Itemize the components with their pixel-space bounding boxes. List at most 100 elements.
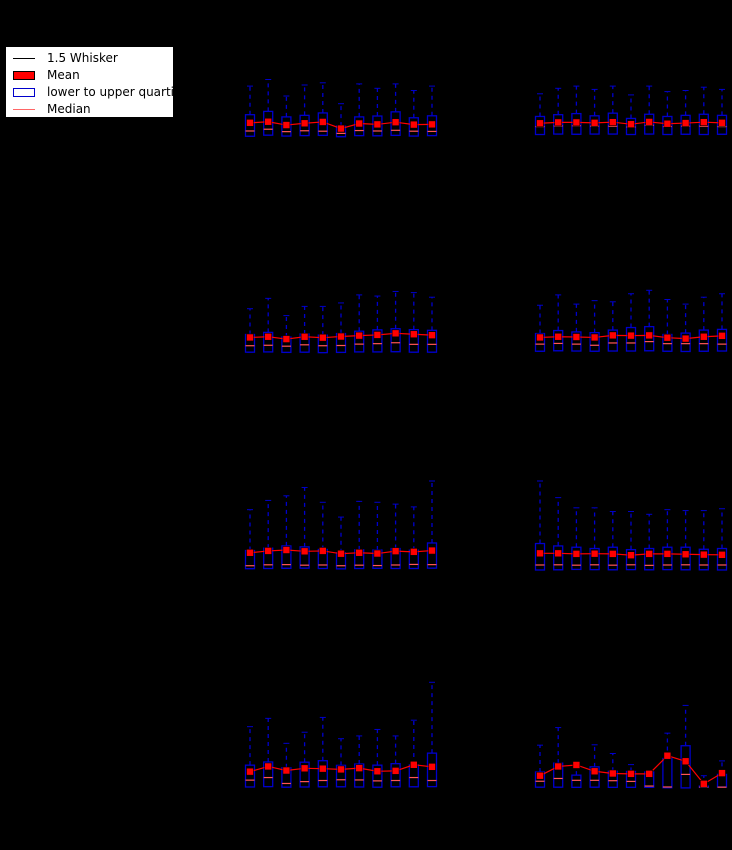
mean-marker [282,335,291,343]
legend-item-median: Median [11,101,91,117]
mean-marker [246,333,254,342]
quartile-swatch [11,86,37,98]
mean-marker [536,119,544,128]
mean-marker [663,751,672,760]
mean-marker [572,761,581,769]
mean-marker [681,757,690,766]
iqr-box [408,328,419,353]
iqr-box [299,546,310,569]
iqr-box [408,117,419,137]
iqr-box [317,760,328,788]
panel-row1-left [244,79,438,138]
legend-label: Mean [47,68,80,82]
mean-marker [554,332,563,341]
mean-marker [428,120,436,129]
iqr-box [534,542,546,571]
panel-row4-right [534,704,728,789]
mean-marker [318,333,327,342]
iqr-box [263,331,274,353]
panel-row3-left [244,480,438,570]
mean-marker [337,549,345,558]
mean-marker [409,120,418,129]
mean-marker [554,762,563,771]
iqr-box [607,329,618,352]
iqr-box [589,115,600,135]
iqr-box [263,110,274,136]
iqr-box [698,329,709,352]
mean-marker [355,764,364,772]
iqr-box [680,546,691,571]
iqr-box [299,761,310,788]
mean-marker [428,546,436,555]
iqr-box [534,115,546,136]
iqr-box [390,328,401,353]
mean-marker [645,331,654,340]
legend-label: 1.5 Whisker [47,51,118,65]
iqr-box [372,329,383,353]
mean-marker [318,764,327,773]
iqr-box [589,766,600,788]
mean-marker [282,546,291,554]
iqr-box [426,115,438,137]
mean-marker [645,550,654,558]
iqr-box [390,763,401,788]
iqr-box [625,326,637,352]
mean-marker [300,332,309,341]
legend-label: lower to upper quartile [47,85,185,99]
iqr-box [680,114,691,135]
mean-marker [536,771,544,780]
mean-marker [608,118,617,126]
iqr-box [426,542,438,569]
iqr-box [372,764,383,788]
legend-item-whisker: 1.5 Whisker [11,50,118,66]
median-swatch [11,103,37,115]
iqr-box [698,113,709,136]
mean-marker [627,770,635,778]
mean-marker [246,767,254,776]
mean-marker [428,331,436,339]
mean-marker [608,769,617,778]
iqr-box [662,757,673,789]
mean-marker [645,770,654,778]
mean-marker [699,780,708,788]
panel-row3-right [534,480,728,571]
mean-marker [391,118,400,126]
mean-marker [572,550,581,558]
iqr-box [716,547,728,571]
iqr-box [244,764,256,788]
mean-marker [627,331,635,340]
iqr-box [281,116,292,137]
mean-marker [337,124,345,133]
iqr-box [625,548,637,571]
iqr-box [680,745,691,789]
mean-marker [337,332,345,341]
mean-marker [264,117,273,126]
iqr-box [662,546,673,571]
mean-marker [718,551,726,559]
legend-item-quartile: lower to upper quartile [11,84,185,100]
mean-marker [373,767,382,776]
mean-marker [663,333,672,342]
iqr-box [644,113,655,135]
mean-marker [373,331,382,339]
mean-marker [645,118,654,126]
iqr-box [716,328,728,352]
iqr-box [534,332,546,352]
mean-marker [246,119,254,127]
mean-marker [681,119,690,127]
mean-marker [373,549,382,558]
mean-marker [590,333,599,342]
mean-marker [536,549,544,558]
mean-marker [391,329,400,338]
mean-marker [554,549,563,558]
mean-marker [300,764,309,773]
iqr-box [662,115,673,136]
iqr-box [571,546,582,571]
iqr-box [644,325,655,352]
iqr-box [571,331,582,352]
mean-marker [318,547,327,555]
iqr-box [354,116,365,137]
mean-marker [337,765,345,774]
mean-marker [300,547,309,556]
